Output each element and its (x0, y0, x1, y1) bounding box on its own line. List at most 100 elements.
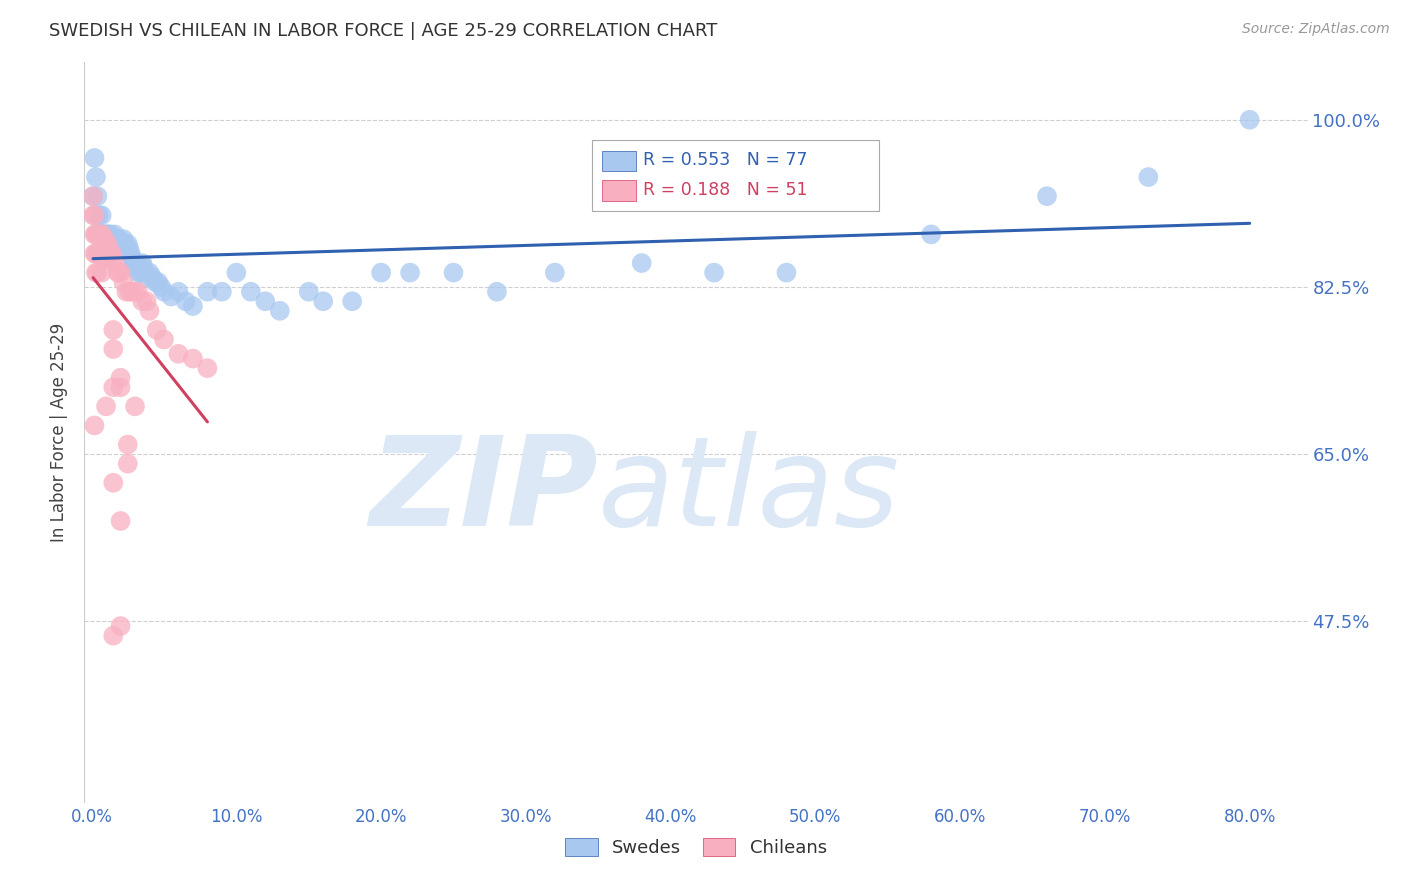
Point (117, 236, 139, 251)
Point (141, 270, 163, 285)
Point (103, 475, 125, 490)
Point (121, 252, 143, 266)
Point (86, 227, 108, 242)
Point (84, 266, 107, 280)
Point (84, 227, 107, 242)
Point (135, 294, 157, 309)
Point (101, 232, 124, 246)
Point (225, 266, 247, 280)
Point (145, 323, 167, 337)
Point (399, 266, 422, 280)
Y-axis label: In Labor Force | Age 25-29: In Labor Force | Age 25-29 (51, 323, 69, 542)
Point (544, 266, 567, 280)
Point (94, 227, 117, 242)
Point (91, 232, 114, 246)
Point (83, 208, 105, 222)
Point (90, 227, 112, 242)
Point (117, 457, 139, 471)
Point (160, 289, 183, 303)
Point (82, 208, 104, 222)
Point (96, 236, 118, 251)
Point (112, 232, 135, 246)
Point (87, 246, 110, 260)
Point (103, 236, 125, 251)
Point (93, 252, 115, 266)
Point (340, 294, 363, 309)
Point (121, 285, 143, 299)
Point (98, 227, 121, 242)
Point (107, 236, 129, 251)
Text: Source: ZipAtlas.com: Source: ZipAtlas.com (1241, 22, 1389, 37)
Point (485, 285, 508, 299)
Point (86, 227, 108, 242)
Point (112, 275, 135, 289)
FancyBboxPatch shape (602, 151, 636, 171)
Point (143, 275, 166, 289)
Text: atlas: atlas (598, 432, 900, 552)
Point (84, 246, 107, 260)
Point (103, 323, 125, 337)
Point (98, 246, 121, 260)
Point (110, 370, 132, 384)
Point (90, 266, 112, 280)
Point (100, 246, 122, 260)
Point (370, 266, 392, 280)
Point (703, 266, 725, 280)
Point (153, 333, 176, 347)
Point (117, 437, 139, 451)
Point (131, 256, 153, 270)
Point (96, 252, 118, 266)
Point (197, 285, 219, 299)
Text: ZIP: ZIP (370, 432, 598, 552)
Point (138, 303, 160, 318)
Point (134, 266, 156, 280)
Point (167, 347, 190, 361)
Legend: Swedes, Chileans: Swedes, Chileans (558, 830, 834, 864)
Point (775, 266, 797, 280)
Point (103, 252, 125, 266)
Point (91, 227, 114, 242)
Point (120, 246, 142, 260)
Point (94, 236, 117, 251)
Point (135, 270, 157, 285)
Point (101, 246, 124, 260)
Point (96, 227, 118, 242)
Point (630, 256, 652, 270)
Text: SWEDISH VS CHILEAN IN LABOR FORCE | AGE 25-29 CORRELATION CHART: SWEDISH VS CHILEAN IN LABOR FORCE | AGE … (49, 22, 717, 40)
Point (83, 418, 105, 433)
Point (920, 227, 942, 242)
Point (127, 266, 149, 280)
Point (125, 260, 148, 275)
Point (83, 151, 105, 165)
Point (86, 266, 108, 280)
Point (132, 260, 155, 275)
Point (124, 285, 146, 299)
Point (82, 189, 104, 203)
Point (110, 266, 132, 280)
Text: R = 0.553   N = 77: R = 0.553 N = 77 (644, 151, 808, 169)
Point (89, 227, 111, 242)
Point (89, 246, 111, 260)
Point (254, 294, 277, 309)
Point (110, 236, 132, 251)
Point (90, 208, 112, 222)
Point (110, 514, 132, 528)
Text: R = 0.188   N = 51: R = 0.188 N = 51 (644, 181, 808, 199)
Point (86, 246, 108, 260)
Point (93, 232, 115, 246)
Point (1239, 112, 1261, 127)
Point (90, 227, 112, 242)
Point (107, 266, 129, 280)
Point (122, 256, 145, 270)
Point (167, 285, 190, 299)
Point (128, 260, 150, 275)
FancyBboxPatch shape (592, 140, 880, 211)
Point (298, 285, 321, 299)
Point (118, 242, 141, 256)
Point (84, 170, 107, 185)
Point (103, 380, 125, 394)
Point (181, 351, 204, 366)
Point (94, 246, 117, 260)
Point (1036, 189, 1059, 203)
Point (91, 246, 114, 260)
